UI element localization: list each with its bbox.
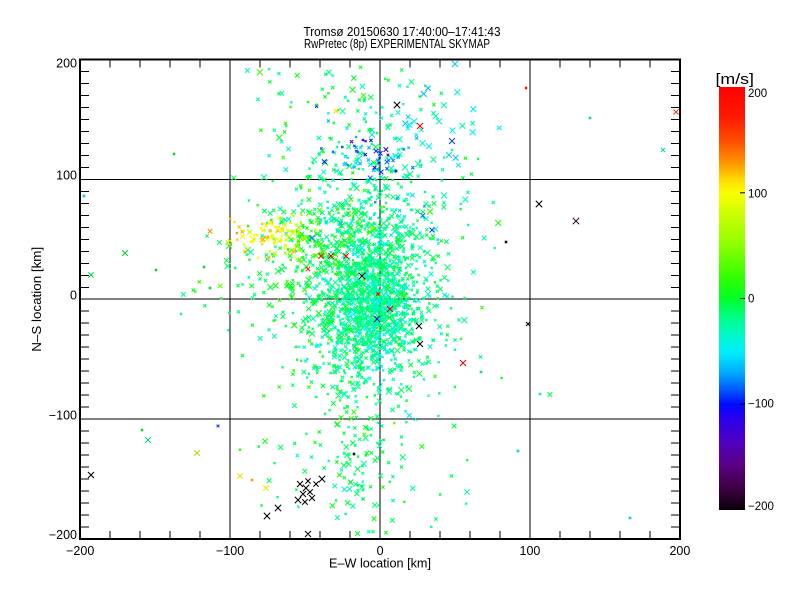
svg-text:100: 100 [520,544,541,558]
svg-text:[m/s]: [m/s] [716,72,755,88]
svg-text:−200: −200 [49,528,77,542]
svg-text:100: 100 [748,189,767,201]
svg-text:E–W location [km]: E–W location [km] [329,557,431,571]
svg-text:RwPretec (8p) EXPERIMENTAL SKY: RwPretec (8p) EXPERIMENTAL SKYMAP [304,37,490,51]
svg-text:Tromsø 20150630 17:40:00–17:41: Tromsø 20150630 17:40:00–17:41:43 [304,25,501,39]
svg-text:−100: −100 [748,399,774,411]
svg-text:0: 0 [70,288,77,302]
svg-text:200: 200 [669,544,690,558]
svg-text:0: 0 [377,544,384,558]
svg-text:0: 0 [748,294,754,306]
svg-text:100: 100 [56,169,77,183]
svg-text:−200: −200 [66,544,94,558]
svg-text:200: 200 [748,88,767,100]
svg-text:−100: −100 [49,408,77,422]
svg-text:−100: −100 [216,544,244,558]
svg-text:−200: −200 [748,501,774,513]
svg-text:N–S location [km]: N–S location [km] [30,247,44,352]
svg-text:200: 200 [56,57,77,71]
